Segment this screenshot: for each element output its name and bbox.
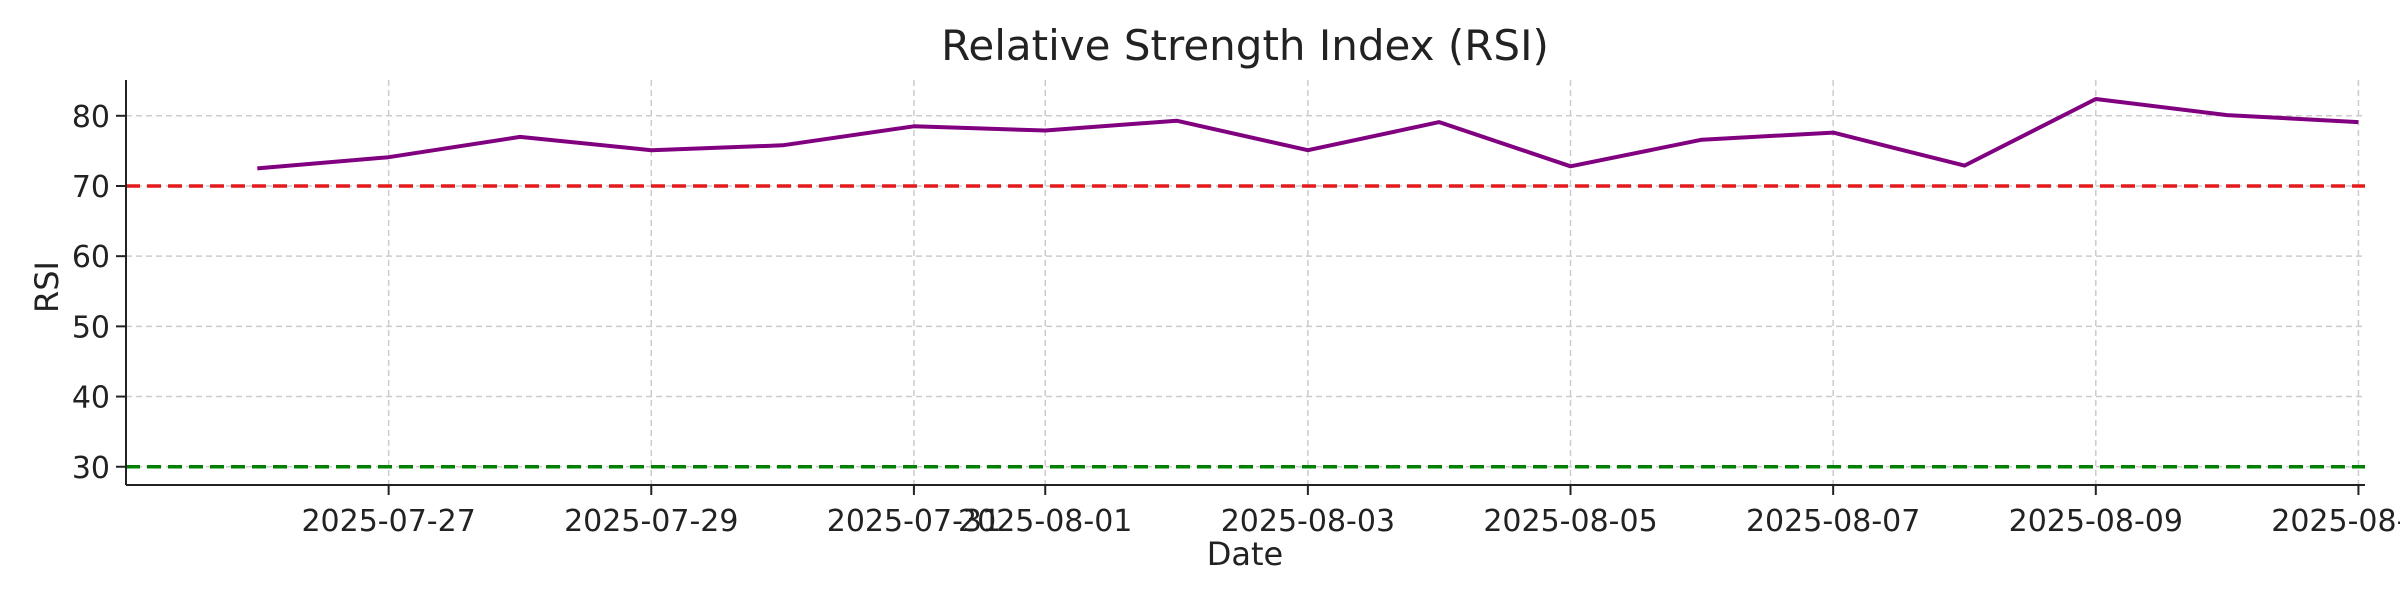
x-tick-label: 2025-08-05 [1483,504,1657,539]
x-tick-label: 2025-08-07 [1746,504,1920,539]
x-axis-label: Date [1207,535,1283,573]
y-tick-label: 70 [72,170,110,205]
axes-layer [125,80,2365,486]
x-tick-label: 2025-07-27 [301,504,475,539]
y-tick-label: 60 [72,240,110,275]
x-tick-label: 2025-08-11 [2271,504,2400,539]
reference-lines [126,184,2365,469]
rsi-series-line [257,97,2359,171]
x-tick-label: 2025-08-03 [1221,504,1395,539]
chart-title: Relative Strength Index (RSI) [941,21,1549,70]
x-tick-label: 2025-07-31 [827,504,1001,539]
y-tick-label: 30 [72,451,110,486]
y-tick-label: 40 [72,381,110,416]
x-tick-label: 2025-07-29 [564,504,738,539]
grid-layer [126,80,2365,485]
y-axis-label: RSI [28,261,66,313]
y-tick-label: 80 [72,100,110,135]
y-tick-label: 50 [72,310,110,345]
tick-layer: 30 40 50 60 70 80 2025-07-27 2025-07-29 2025-07-… [72,100,2400,539]
x-tick-label: 2025-08-01 [958,504,1132,539]
x-tick-label: 2025-08-09 [2009,504,2183,539]
series-layer [257,97,2359,171]
